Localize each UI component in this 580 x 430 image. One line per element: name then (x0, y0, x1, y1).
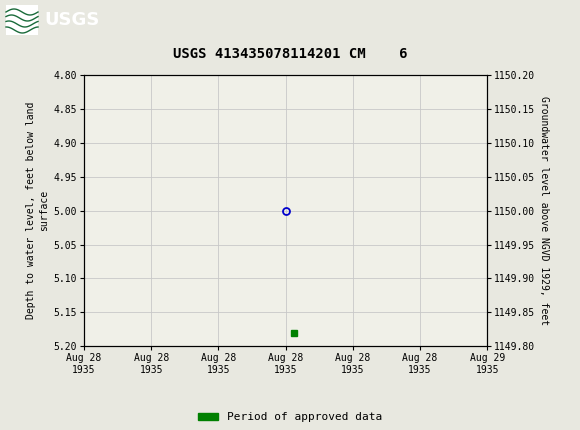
Text: USGS 413435078114201 CM    6: USGS 413435078114201 CM 6 (173, 47, 407, 61)
Legend: Period of approved data: Period of approved data (198, 412, 382, 422)
Text: USGS: USGS (44, 11, 99, 29)
Y-axis label: Depth to water level, feet below land
surface: Depth to water level, feet below land su… (26, 102, 49, 319)
Bar (6, 5, 38, 35)
Y-axis label: Groundwater level above NGVD 1929, feet: Groundwater level above NGVD 1929, feet (539, 96, 549, 325)
